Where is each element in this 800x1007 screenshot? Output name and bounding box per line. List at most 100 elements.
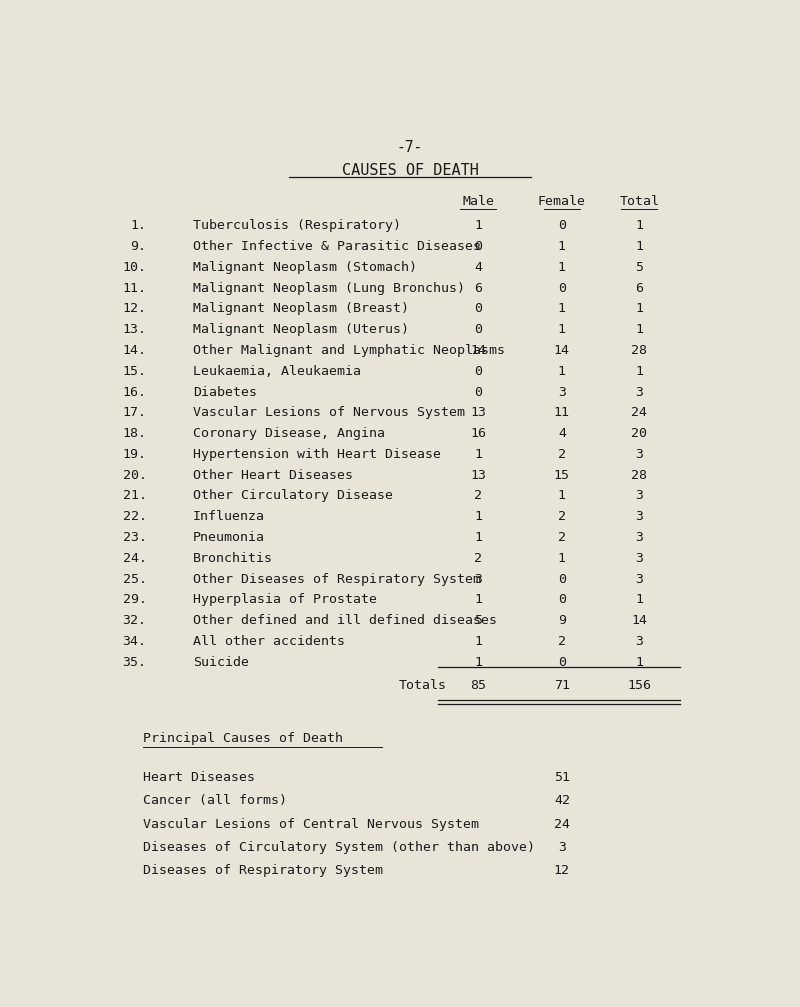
Text: Diseases of Respiratory System: Diseases of Respiratory System — [143, 864, 383, 877]
Text: 1: 1 — [635, 593, 643, 606]
Text: 1: 1 — [635, 365, 643, 378]
Text: 1: 1 — [635, 323, 643, 336]
Text: 0: 0 — [474, 323, 482, 336]
Text: 13: 13 — [470, 407, 486, 419]
Text: 2: 2 — [558, 635, 566, 648]
Text: 14.: 14. — [122, 344, 146, 357]
Text: 28: 28 — [631, 468, 647, 481]
Text: 0: 0 — [558, 656, 566, 669]
Text: 9.: 9. — [130, 240, 146, 253]
Text: 3: 3 — [635, 511, 643, 524]
Text: 32.: 32. — [122, 614, 146, 627]
Text: 1: 1 — [558, 302, 566, 315]
Text: 1: 1 — [558, 261, 566, 274]
Text: 29.: 29. — [122, 593, 146, 606]
Text: Tuberculosis (Respiratory): Tuberculosis (Respiratory) — [193, 220, 401, 233]
Text: 2: 2 — [474, 552, 482, 565]
Text: 1.: 1. — [130, 220, 146, 233]
Text: Hyperplasia of Prostate: Hyperplasia of Prostate — [193, 593, 377, 606]
Text: 9: 9 — [558, 614, 566, 627]
Text: Pneumonia: Pneumonia — [193, 531, 265, 544]
Text: 14: 14 — [470, 344, 486, 357]
Text: Other Circulatory Disease: Other Circulatory Disease — [193, 489, 393, 502]
Text: 1: 1 — [474, 220, 482, 233]
Text: 0: 0 — [558, 282, 566, 295]
Text: 85: 85 — [470, 679, 486, 692]
Text: Other defined and ill defined diseases: Other defined and ill defined diseases — [193, 614, 497, 627]
Text: 3: 3 — [635, 573, 643, 586]
Text: 1: 1 — [558, 365, 566, 378]
Text: 24.: 24. — [122, 552, 146, 565]
Text: 4: 4 — [558, 427, 566, 440]
Text: 4: 4 — [474, 261, 482, 274]
Text: 15.: 15. — [122, 365, 146, 378]
Text: CAUSES OF DEATH: CAUSES OF DEATH — [342, 163, 478, 178]
Text: Cancer (all forms): Cancer (all forms) — [143, 795, 287, 808]
Text: 11.: 11. — [122, 282, 146, 295]
Text: 34.: 34. — [122, 635, 146, 648]
Text: 13: 13 — [470, 468, 486, 481]
Text: 6: 6 — [635, 282, 643, 295]
Text: 12.: 12. — [122, 302, 146, 315]
Text: 24: 24 — [554, 818, 570, 831]
Text: Coronary Disease, Angina: Coronary Disease, Angina — [193, 427, 385, 440]
Text: Heart Diseases: Heart Diseases — [143, 771, 255, 784]
Text: Male: Male — [462, 194, 494, 207]
Text: 22.: 22. — [122, 511, 146, 524]
Text: 3: 3 — [635, 531, 643, 544]
Text: 11: 11 — [554, 407, 570, 419]
Text: 10.: 10. — [122, 261, 146, 274]
Text: Other Malignant and Lymphatic Neoplasms: Other Malignant and Lymphatic Neoplasms — [193, 344, 505, 357]
Text: 35.: 35. — [122, 656, 146, 669]
Text: 23.: 23. — [122, 531, 146, 544]
Text: 1: 1 — [474, 531, 482, 544]
Text: 3: 3 — [558, 841, 566, 854]
Text: Diabetes: Diabetes — [193, 386, 257, 399]
Text: 3: 3 — [474, 573, 482, 586]
Text: 3: 3 — [635, 489, 643, 502]
Text: 0: 0 — [474, 365, 482, 378]
Text: Vascular Lesions of Central Nervous System: Vascular Lesions of Central Nervous Syst… — [143, 818, 479, 831]
Text: 1: 1 — [474, 635, 482, 648]
Text: 1: 1 — [635, 220, 643, 233]
Text: All other accidents: All other accidents — [193, 635, 345, 648]
Text: Suicide: Suicide — [193, 656, 249, 669]
Text: 17.: 17. — [122, 407, 146, 419]
Text: 13.: 13. — [122, 323, 146, 336]
Text: Malignant Neoplasm (Uterus): Malignant Neoplasm (Uterus) — [193, 323, 409, 336]
Text: 3: 3 — [635, 635, 643, 648]
Text: 12: 12 — [554, 864, 570, 877]
Text: Malignant Neoplasm (Breast): Malignant Neoplasm (Breast) — [193, 302, 409, 315]
Text: 16.: 16. — [122, 386, 146, 399]
Text: 0: 0 — [558, 593, 566, 606]
Text: 3: 3 — [635, 448, 643, 461]
Text: Diseases of Circulatory System (other than above): Diseases of Circulatory System (other th… — [143, 841, 535, 854]
Text: 51: 51 — [554, 771, 570, 784]
Text: Other Heart Diseases: Other Heart Diseases — [193, 468, 353, 481]
Text: 25.: 25. — [122, 573, 146, 586]
Text: -7-: -7- — [397, 140, 423, 155]
Text: Malignant Neoplasm (Stomach): Malignant Neoplasm (Stomach) — [193, 261, 417, 274]
Text: 0: 0 — [558, 573, 566, 586]
Text: 1: 1 — [635, 240, 643, 253]
Text: 14: 14 — [554, 344, 570, 357]
Text: 18.: 18. — [122, 427, 146, 440]
Text: 1: 1 — [474, 593, 482, 606]
Text: Principal Causes of Death: Principal Causes of Death — [143, 732, 343, 745]
Text: Other Diseases of Respiratory System: Other Diseases of Respiratory System — [193, 573, 481, 586]
Text: 2: 2 — [558, 448, 566, 461]
Text: 3: 3 — [635, 386, 643, 399]
Text: Female: Female — [538, 194, 586, 207]
Text: 20: 20 — [631, 427, 647, 440]
Text: 1: 1 — [474, 656, 482, 669]
Text: 3: 3 — [558, 386, 566, 399]
Text: 19.: 19. — [122, 448, 146, 461]
Text: Other Infective & Parasitic Diseases: Other Infective & Parasitic Diseases — [193, 240, 481, 253]
Text: Total: Total — [619, 194, 659, 207]
Text: 2: 2 — [474, 489, 482, 502]
Text: 1: 1 — [558, 552, 566, 565]
Text: Bronchitis: Bronchitis — [193, 552, 273, 565]
Text: 15: 15 — [554, 468, 570, 481]
Text: 5: 5 — [474, 614, 482, 627]
Text: 16: 16 — [470, 427, 486, 440]
